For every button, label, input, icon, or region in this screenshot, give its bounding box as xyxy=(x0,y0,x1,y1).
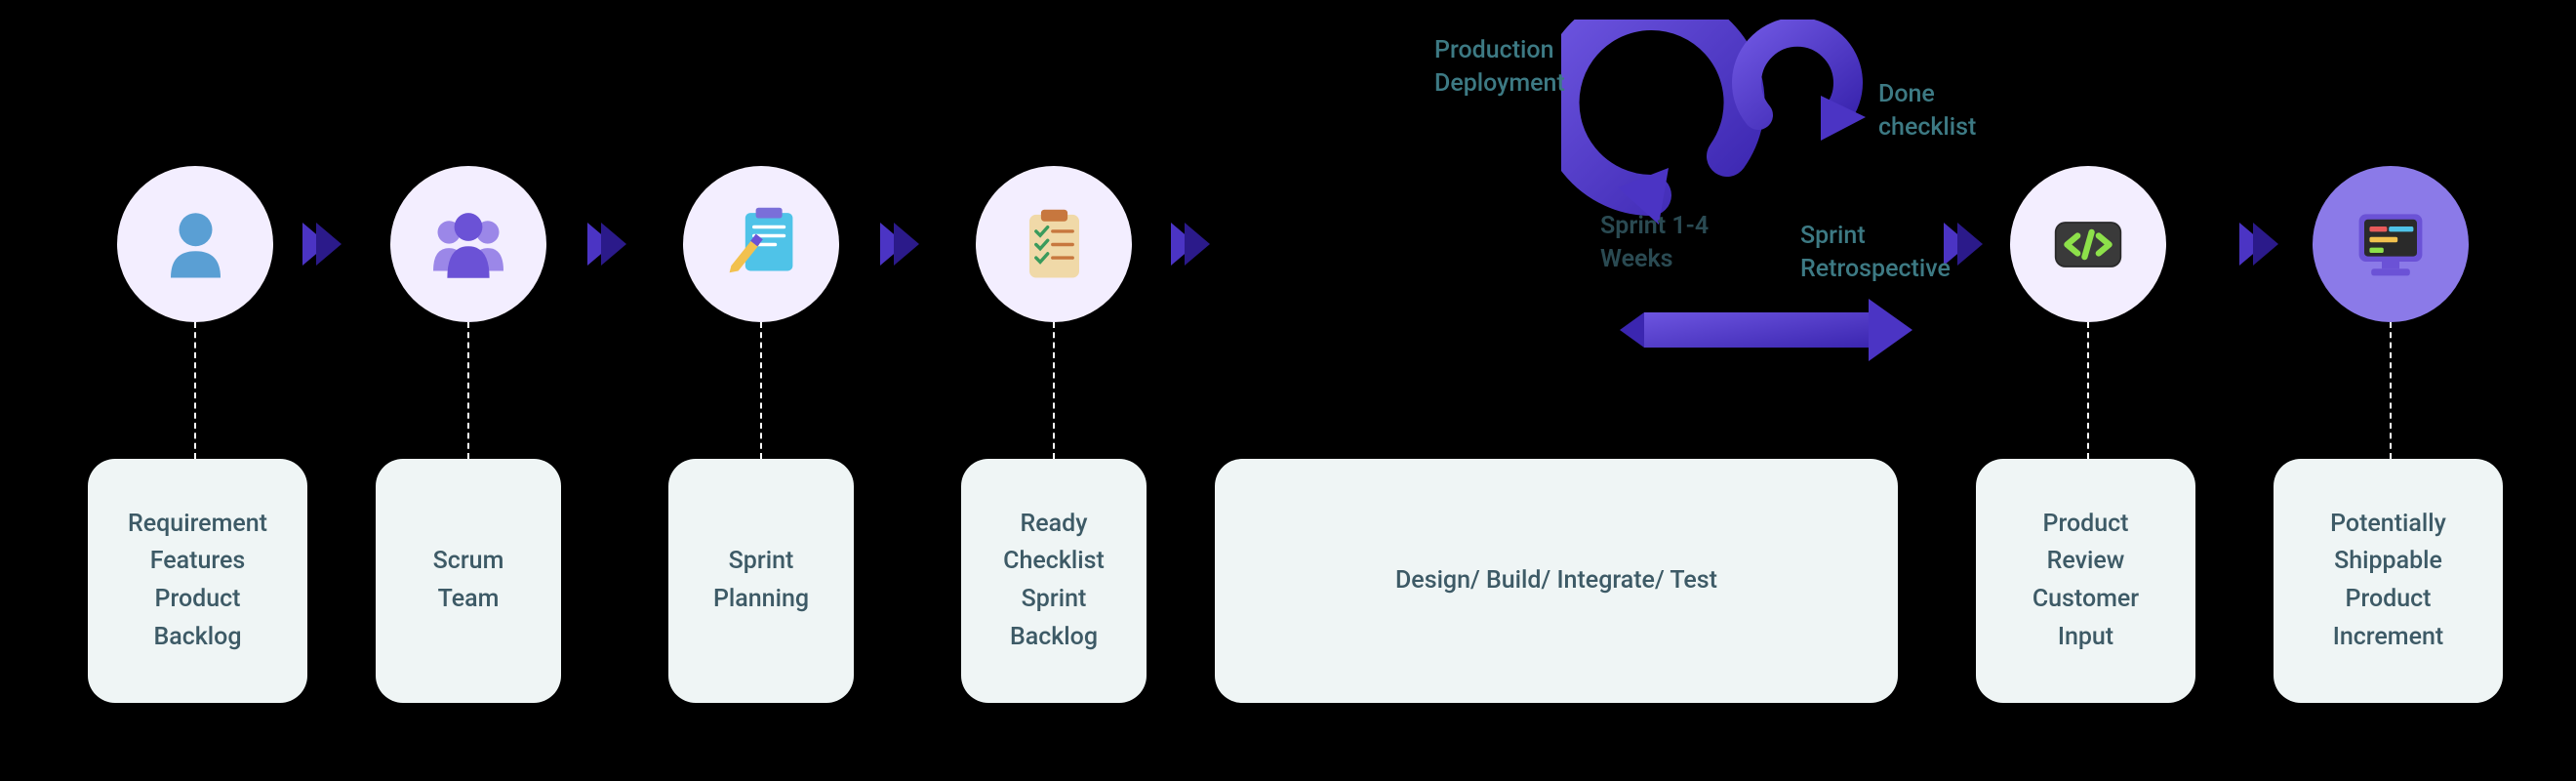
circle-review xyxy=(2010,166,2166,322)
box-line: Review xyxy=(2047,543,2125,581)
box-line: Input xyxy=(2058,619,2113,657)
dashed-line xyxy=(467,322,469,459)
label-sprint-retrospective: Sprint Retrospective xyxy=(1800,220,1951,286)
box-line: Team xyxy=(438,581,500,619)
circle-increment xyxy=(2313,166,2469,322)
group-icon xyxy=(424,200,512,288)
dashed-line xyxy=(2087,322,2089,459)
box-backlog: Requirement Features Product Backlog xyxy=(88,459,307,703)
box-line: Features xyxy=(150,543,245,581)
circle-planning xyxy=(683,166,839,322)
dashed-line xyxy=(194,322,196,459)
box-line: Checklist xyxy=(1003,543,1105,581)
dashed-line xyxy=(760,322,762,459)
box-line: Product xyxy=(2345,581,2431,619)
box-line: Requirement xyxy=(128,506,267,544)
stage-team xyxy=(390,166,546,322)
box-line: Sprint xyxy=(1022,581,1087,619)
box-line: Potentially xyxy=(2330,506,2446,544)
box-line: Design/ Build/ Integrate/ Test xyxy=(1395,562,1717,600)
monitor-icon xyxy=(2347,200,2435,288)
box-line: Increment xyxy=(2333,619,2443,657)
box-line: Customer xyxy=(2033,581,2139,619)
box-team: Scrum Team xyxy=(376,459,561,703)
dashed-line xyxy=(1053,322,1055,459)
box-line: Product xyxy=(2042,506,2128,544)
stage-planning xyxy=(683,166,839,322)
label-production-deployment: Production Deployment xyxy=(1434,34,1565,101)
box-line: Shippable xyxy=(2334,543,2442,581)
box-line: Sprint xyxy=(729,543,794,581)
label-sprint-weeks: Sprint 1-4 Weeks xyxy=(1600,210,1709,276)
box-wide: Design/ Build/ Integrate/ Test xyxy=(1215,459,1898,703)
circle-ready xyxy=(976,166,1132,322)
label-done-checklist: Done checklist xyxy=(1878,78,1976,144)
stage-backlog xyxy=(117,166,273,322)
box-increment: Potentially Shippable Product Increment xyxy=(2274,459,2503,703)
box-ready: Ready Checklist Sprint Backlog xyxy=(961,459,1147,703)
person-icon xyxy=(151,200,239,288)
code-icon xyxy=(2044,200,2132,288)
checklist-icon xyxy=(1010,200,1098,288)
dashed-line xyxy=(2390,322,2392,459)
box-planning: Sprint Planning xyxy=(668,459,854,703)
notepad-icon xyxy=(717,200,805,288)
box-line: Planning xyxy=(713,581,809,619)
box-review: Product Review Customer Input xyxy=(1976,459,2195,703)
stage-review xyxy=(2010,166,2166,322)
box-line: Ready xyxy=(1021,506,1088,544)
box-line: Backlog xyxy=(153,619,241,657)
stage-ready xyxy=(976,166,1132,322)
box-line: Scrum xyxy=(433,543,504,581)
stage-increment xyxy=(2313,166,2469,322)
circle-backlog xyxy=(117,166,273,322)
box-line: Backlog xyxy=(1010,619,1098,657)
box-line: Product xyxy=(154,581,240,619)
circle-team xyxy=(390,166,546,322)
